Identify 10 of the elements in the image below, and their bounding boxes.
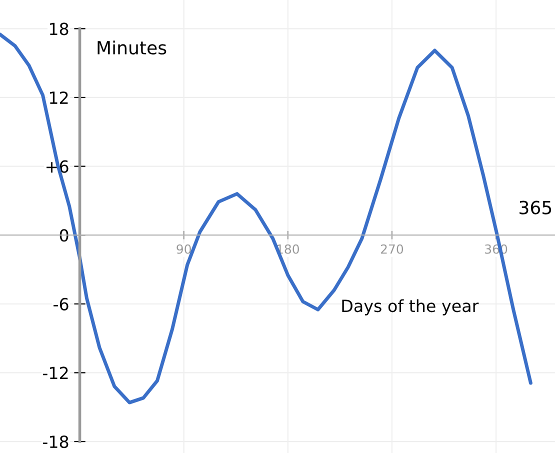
- x-tick-label: 90: [176, 244, 191, 254]
- x-axis-title: Days of the year: [342, 299, 479, 316]
- y-axis-title: Minutes: [98, 40, 166, 55]
- y-tick-label: 18: [50, 22, 68, 36]
- y-tick-label: 12: [50, 91, 68, 104]
- y-tick-label: -12: [42, 366, 68, 380]
- y-tick-label: -18: [42, 435, 68, 448]
- y-tick-label: -6: [54, 298, 68, 310]
- x-tick-label: 270: [380, 244, 404, 254]
- annotation: 365: [520, 200, 552, 214]
